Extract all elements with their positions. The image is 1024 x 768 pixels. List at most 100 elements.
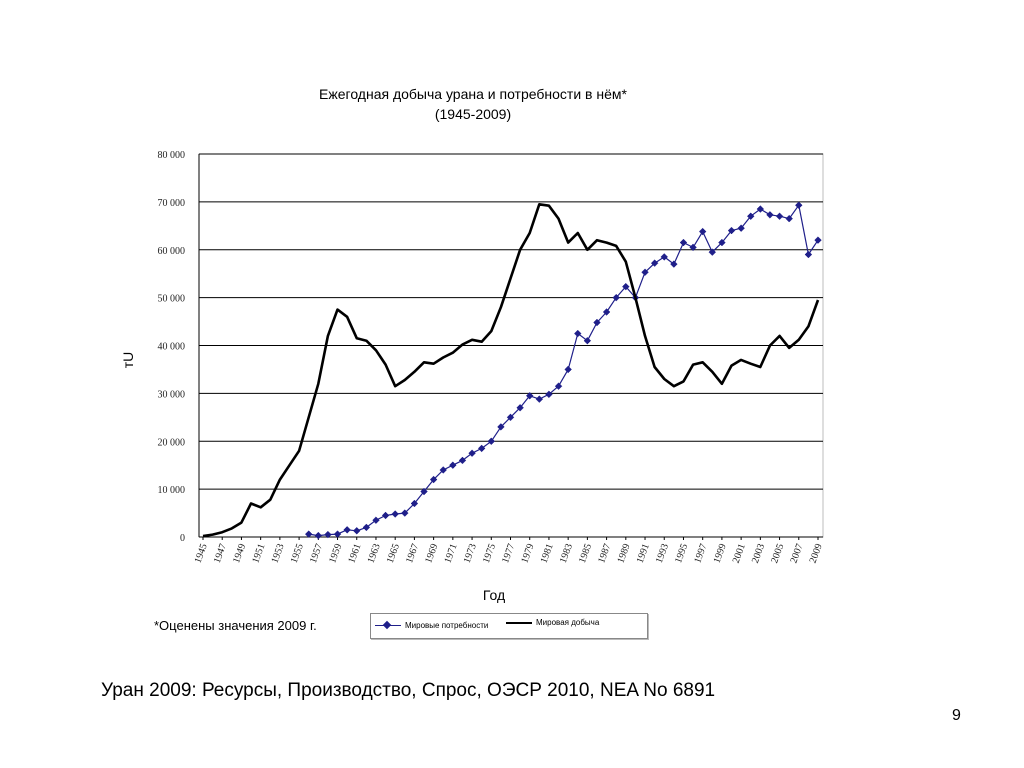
x-tick-label: 2007	[788, 542, 805, 565]
x-tick-label: 1993	[654, 542, 671, 565]
data-point-demand	[506, 413, 515, 422]
x-tick-label: 1965	[385, 542, 402, 565]
x-tick-label: 1995	[673, 542, 690, 565]
x-tick-label: 1973	[462, 542, 479, 565]
y-tick-label: 60 000	[158, 246, 186, 257]
data-point-demand	[775, 212, 784, 220]
data-point-demand	[497, 423, 505, 431]
legend-symbol-production	[506, 618, 532, 628]
data-point-demand	[391, 510, 399, 518]
x-tick-label: 1983	[558, 542, 575, 565]
x-tick-label: 1955	[289, 542, 306, 565]
data-point-demand	[727, 226, 736, 235]
data-point-demand	[785, 214, 793, 223]
chart-legend: Мировые потребности Мировая добыча	[370, 613, 648, 639]
x-tick-label: 1957	[308, 542, 325, 565]
data-point-demand	[343, 526, 351, 534]
data-point-demand	[574, 329, 582, 338]
x-tick-label: 2005	[769, 542, 786, 565]
x-axis-label: Год	[483, 587, 505, 603]
x-tick-label: 1997	[692, 542, 709, 565]
data-point-demand	[622, 282, 630, 291]
data-point-demand	[814, 236, 822, 244]
x-tick-label: 1953	[270, 542, 287, 565]
x-tick-label: 2003	[750, 542, 767, 565]
y-tick-label: 20 000	[158, 437, 186, 448]
data-point-demand	[583, 336, 592, 345]
y-tick-label: 80 000	[158, 150, 186, 161]
y-axis-label: тU	[120, 352, 136, 369]
data-point-demand	[718, 238, 726, 247]
data-point-demand	[449, 461, 457, 469]
x-tick-label: 2001	[731, 542, 748, 565]
data-point-demand	[477, 444, 486, 453]
y-tick-label: 70 000	[158, 198, 186, 209]
data-point-demand	[670, 260, 678, 268]
x-tick-label: 1945	[193, 542, 210, 565]
data-point-demand	[324, 530, 332, 539]
legend-symbol-demand	[375, 620, 401, 631]
x-tick-label: 1971	[442, 542, 459, 565]
x-tick-label: 1967	[404, 542, 421, 565]
data-point-demand	[660, 253, 669, 261]
data-point-demand	[333, 530, 342, 538]
x-tick-label: 1951	[250, 542, 267, 565]
page-number: 9	[952, 707, 961, 724]
data-point-demand	[525, 392, 534, 400]
data-point-demand	[756, 205, 765, 213]
data-point-demand	[381, 511, 390, 520]
chart-subtitle: (1945-2009)	[434, 106, 512, 122]
data-point-demand	[766, 211, 774, 219]
data-point-demand	[535, 395, 544, 403]
legend-label-production: Мировая добыча	[536, 618, 600, 628]
x-tick-label: 1987	[596, 542, 613, 565]
x-tick-label: 1991	[635, 542, 652, 565]
x-tick-label: 1999	[712, 542, 729, 565]
source-citation: Уран 2009: Ресурсы, Производство, Спрос,…	[101, 680, 716, 701]
estimate-note: *Оценены значения 2009 г.	[154, 618, 317, 633]
y-tick-label: 50 000	[158, 294, 186, 305]
x-tick-label: 1963	[366, 542, 383, 565]
data-point-demand	[516, 403, 524, 412]
x-tick-label: 1959	[327, 542, 344, 565]
data-point-demand	[458, 456, 467, 465]
x-tick-label: 1989	[615, 542, 632, 565]
data-point-demand	[602, 308, 611, 316]
data-point-demand	[487, 437, 496, 446]
x-tick-label: 1981	[539, 542, 556, 565]
chart-title: Ежегодная добыча урана и потребности в н…	[319, 86, 627, 102]
data-point-demand	[593, 318, 601, 327]
data-point-demand	[304, 530, 313, 538]
y-tick-label: 0	[180, 533, 185, 544]
data-point-demand	[708, 248, 717, 256]
legend-item-production: Мировая добыча	[506, 618, 599, 628]
y-tick-label: 10 000	[158, 485, 186, 496]
data-point-demand	[554, 382, 563, 390]
data-point-demand	[746, 212, 755, 220]
x-tick-label: 1949	[231, 542, 248, 565]
data-point-demand	[372, 516, 380, 524]
data-point-demand	[737, 224, 745, 232]
data-point-demand	[410, 499, 419, 508]
data-point-demand	[564, 365, 572, 374]
data-point-demand	[352, 527, 361, 535]
data-point-demand	[362, 523, 371, 532]
legend-label-demand: Мировые потребности	[405, 621, 489, 631]
data-point-demand	[650, 259, 659, 267]
series-line-production	[202, 203, 820, 538]
data-point-demand	[420, 487, 428, 496]
chart: 0 10 000 20 000 30 000 40 000 50 000 60 000 70 …	[120, 150, 825, 603]
x-tick-label: 2009	[808, 542, 825, 565]
data-point-demand	[545, 390, 553, 399]
x-tick-label: 1961	[346, 542, 363, 565]
data-point-demand	[689, 243, 697, 252]
data-point-demand	[641, 268, 649, 277]
data-point-demand	[679, 238, 688, 247]
x-tick-label: 1947	[212, 542, 229, 565]
data-point-demand	[468, 449, 476, 457]
legend-item-demand: Мировые потребности	[375, 620, 489, 631]
data-point-demand	[612, 293, 620, 302]
data-point-demand	[804, 250, 813, 259]
legend-line-production	[506, 622, 532, 624]
x-tick-label: 1969	[423, 542, 440, 565]
